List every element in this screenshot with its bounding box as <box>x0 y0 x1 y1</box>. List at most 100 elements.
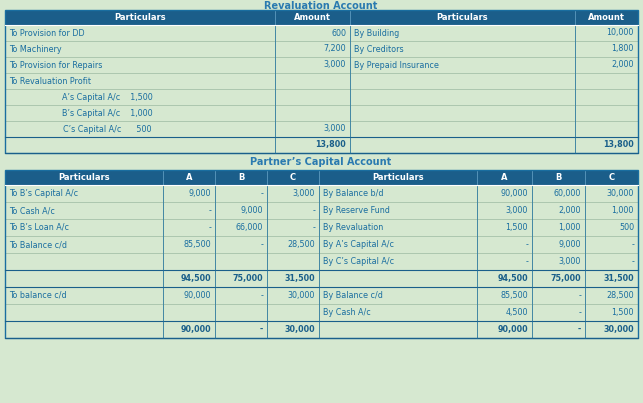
Bar <box>5 137 275 153</box>
Text: C: C <box>290 173 296 182</box>
Bar <box>575 10 638 25</box>
Text: A: A <box>502 173 508 182</box>
Bar <box>575 57 638 73</box>
Bar <box>5 89 275 105</box>
Text: 90,000: 90,000 <box>500 189 528 198</box>
Bar <box>585 219 638 236</box>
Bar <box>275 121 350 137</box>
Bar <box>275 73 350 89</box>
Text: 60,000: 60,000 <box>554 189 581 198</box>
Bar <box>532 253 585 270</box>
Bar <box>5 10 638 153</box>
Bar <box>477 304 532 321</box>
Bar <box>267 270 319 287</box>
Bar <box>163 219 215 236</box>
Text: 75,000: 75,000 <box>232 274 263 283</box>
Bar <box>532 287 585 304</box>
Bar <box>350 89 575 105</box>
Bar <box>215 270 267 287</box>
Bar <box>215 321 267 338</box>
Text: To B’s Loan A/c: To B’s Loan A/c <box>9 223 69 232</box>
Text: 9,000: 9,000 <box>188 189 211 198</box>
Bar <box>267 219 319 236</box>
Text: 9,000: 9,000 <box>240 206 263 215</box>
Text: 2,000: 2,000 <box>559 206 581 215</box>
Bar <box>532 270 585 287</box>
Text: Amount: Amount <box>588 13 625 22</box>
Bar <box>215 219 267 236</box>
Bar <box>163 202 215 219</box>
Text: Particulars: Particulars <box>58 173 110 182</box>
Bar <box>585 185 638 202</box>
Text: By Revaluation: By Revaluation <box>323 223 383 232</box>
Text: 13,800: 13,800 <box>603 141 634 150</box>
Text: Amount: Amount <box>294 13 331 22</box>
Text: Partner’s Capital Account: Partner’s Capital Account <box>250 157 392 167</box>
Bar <box>532 236 585 253</box>
Text: 1,800: 1,800 <box>611 44 634 54</box>
Text: By Building: By Building <box>354 29 399 37</box>
Text: -: - <box>260 240 263 249</box>
Bar <box>275 41 350 57</box>
Bar <box>319 170 477 185</box>
Bar <box>585 253 638 270</box>
Bar <box>585 287 638 304</box>
Bar <box>267 236 319 253</box>
Bar <box>575 137 638 153</box>
Bar <box>575 89 638 105</box>
Bar <box>5 170 163 185</box>
Text: 500: 500 <box>619 223 634 232</box>
Text: C’s Capital A/c      500: C’s Capital A/c 500 <box>64 125 152 133</box>
Bar <box>350 57 575 73</box>
Bar <box>215 170 267 185</box>
Bar <box>319 202 477 219</box>
Text: C: C <box>608 173 615 182</box>
Text: 30,000: 30,000 <box>603 325 634 334</box>
Bar <box>350 10 575 25</box>
Bar <box>5 321 163 338</box>
Text: A’s Capital A/c    1,500: A’s Capital A/c 1,500 <box>62 93 153 102</box>
Text: By Cash A/c: By Cash A/c <box>323 308 371 317</box>
Bar <box>477 253 532 270</box>
Text: 4,500: 4,500 <box>505 308 528 317</box>
Bar <box>5 304 163 321</box>
Text: -: - <box>260 189 263 198</box>
Bar <box>163 170 215 185</box>
Bar <box>5 10 275 25</box>
Text: A: A <box>186 173 192 182</box>
Text: By C’s Capital A/c: By C’s Capital A/c <box>323 257 394 266</box>
Text: By Prepaid Insurance: By Prepaid Insurance <box>354 60 439 69</box>
Bar <box>477 170 532 185</box>
Text: 30,000: 30,000 <box>284 325 315 334</box>
Bar <box>575 25 638 41</box>
Bar <box>575 105 638 121</box>
Bar <box>5 41 275 57</box>
Bar <box>275 137 350 153</box>
Text: 28,500: 28,500 <box>606 291 634 300</box>
Text: -: - <box>578 308 581 317</box>
Text: -: - <box>525 240 528 249</box>
Bar <box>319 185 477 202</box>
Text: 9,000: 9,000 <box>559 240 581 249</box>
Bar <box>477 219 532 236</box>
Bar <box>163 321 215 338</box>
Bar <box>275 105 350 121</box>
Text: 1,500: 1,500 <box>611 308 634 317</box>
Bar <box>5 170 638 338</box>
Bar <box>319 236 477 253</box>
Text: 3,000: 3,000 <box>559 257 581 266</box>
Bar <box>163 185 215 202</box>
Bar <box>532 219 585 236</box>
Bar <box>5 253 163 270</box>
Text: By A’s Capital A/c: By A’s Capital A/c <box>323 240 394 249</box>
Text: 1,000: 1,000 <box>559 223 581 232</box>
Bar <box>267 287 319 304</box>
Text: -: - <box>260 325 263 334</box>
Text: To Provision for Repairs: To Provision for Repairs <box>9 60 102 69</box>
Bar <box>275 57 350 73</box>
Text: 2,000: 2,000 <box>611 60 634 69</box>
Text: B’s Capital A/c    1,000: B’s Capital A/c 1,000 <box>62 108 153 118</box>
Bar <box>477 202 532 219</box>
Bar <box>215 236 267 253</box>
Bar <box>532 202 585 219</box>
